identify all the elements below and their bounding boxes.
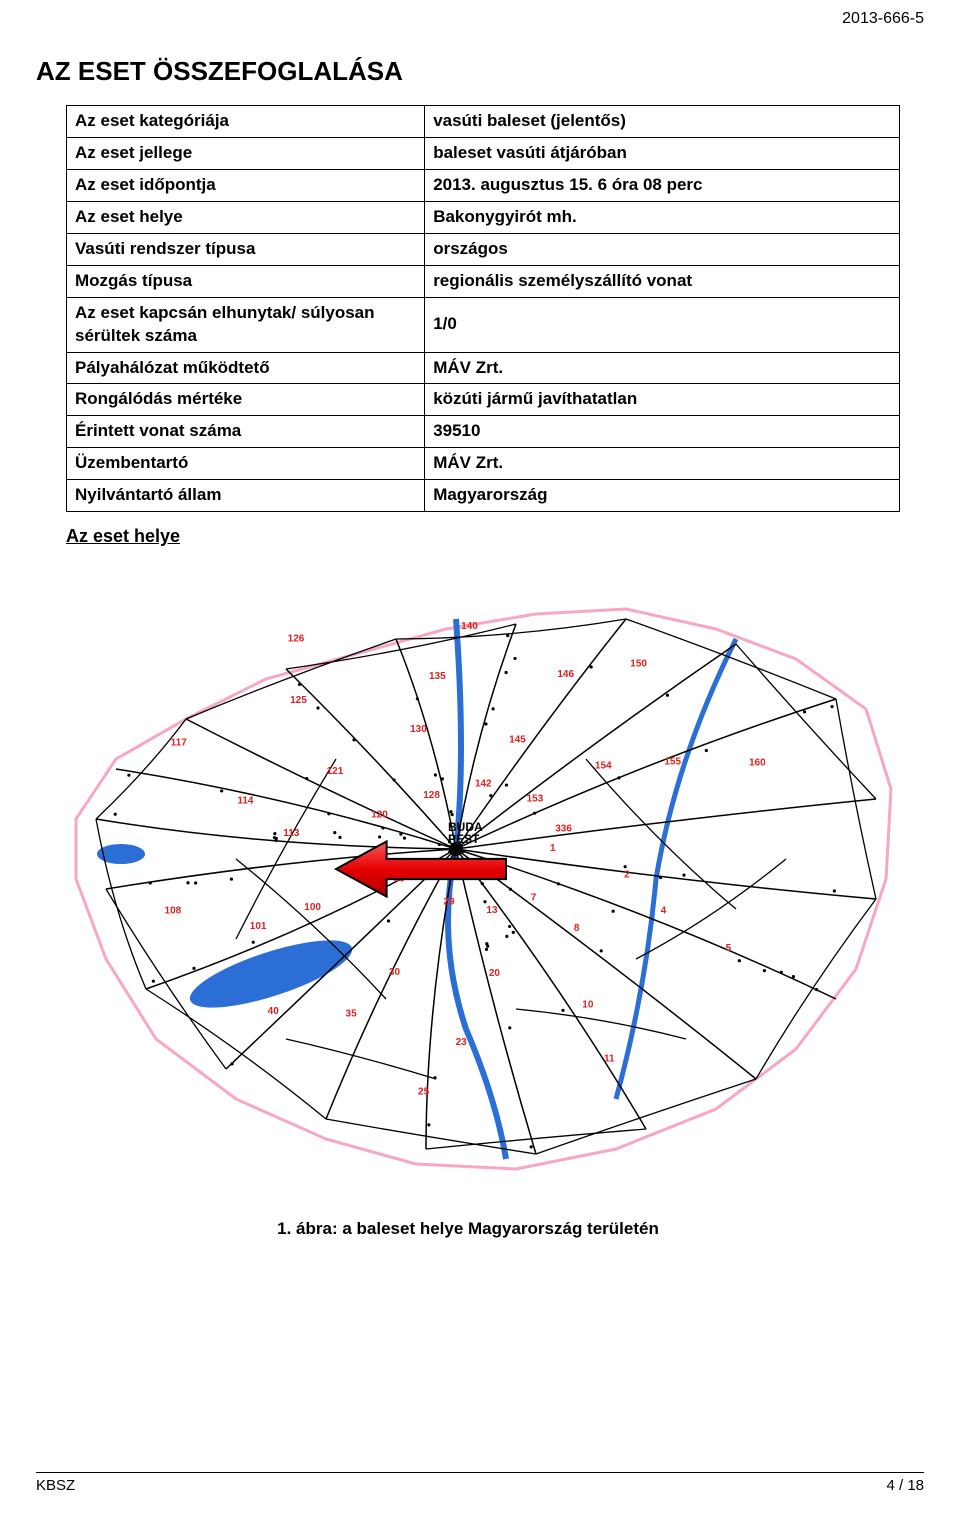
- svg-text:114: 114: [237, 796, 254, 807]
- svg-text:8: 8: [574, 923, 580, 934]
- svg-text:160: 160: [749, 758, 766, 769]
- svg-text:120: 120: [371, 810, 388, 821]
- row-value: 1/0: [425, 297, 900, 352]
- svg-text:108: 108: [165, 906, 182, 917]
- subheading-location: Az eset helye: [66, 526, 900, 547]
- table-row: Az eset időpontja2013. augusztus 15. 6 ó…: [67, 169, 900, 201]
- svg-text:146: 146: [557, 669, 574, 680]
- svg-text:7: 7: [531, 893, 537, 904]
- svg-text:145: 145: [509, 735, 526, 746]
- svg-text:121: 121: [327, 766, 344, 777]
- svg-text:142: 142: [475, 779, 492, 790]
- svg-text:153: 153: [527, 794, 544, 805]
- row-label: Üzembentartó: [67, 448, 425, 480]
- row-value: 2013. augusztus 15. 6 óra 08 perc: [425, 169, 900, 201]
- row-label: Nyilvántartó állam: [67, 480, 425, 512]
- svg-text:150: 150: [630, 659, 647, 670]
- svg-text:29: 29: [443, 897, 455, 908]
- hungary-map: BUDAPEST12457810111320232529303540801001…: [36, 559, 916, 1199]
- svg-text:2: 2: [624, 870, 630, 881]
- table-row: ÜzembentartóMÁV Zrt.: [67, 448, 900, 480]
- doc-id: 2013-666-5: [842, 10, 924, 28]
- row-label: Az eset időpontja: [67, 169, 425, 201]
- svg-text:101: 101: [250, 921, 267, 932]
- svg-text:154: 154: [595, 761, 612, 772]
- svg-text:128: 128: [423, 790, 440, 801]
- row-value: vasúti baleset (jelentős): [425, 106, 900, 138]
- svg-text:1: 1: [550, 843, 556, 854]
- footer: KBSZ 4 / 18: [36, 1472, 924, 1494]
- row-label: Az eset helye: [67, 201, 425, 233]
- svg-text:11: 11: [604, 1054, 615, 1065]
- svg-text:126: 126: [288, 634, 305, 645]
- svg-text:20: 20: [489, 968, 501, 979]
- svg-text:4: 4: [661, 906, 667, 917]
- table-row: Érintett vonat száma39510: [67, 416, 900, 448]
- svg-text:140: 140: [461, 621, 478, 632]
- svg-text:113: 113: [283, 828, 300, 839]
- footer-right: 4 / 18: [886, 1477, 924, 1494]
- table-row: Az eset kategóriájavasúti baleset (jelen…: [67, 106, 900, 138]
- svg-text:10: 10: [582, 1000, 594, 1011]
- svg-text:130: 130: [410, 724, 427, 735]
- table-row: Az eset kapcsán elhunytak/ súlyosan sérü…: [67, 297, 900, 352]
- svg-text:155: 155: [664, 757, 681, 768]
- figure-caption: 1. ábra: a baleset helye Magyarország te…: [36, 1219, 900, 1239]
- row-value: 39510: [425, 416, 900, 448]
- table-row: Rongálódás mértékeközúti jármű javíthata…: [67, 384, 900, 416]
- footer-left: KBSZ: [36, 1477, 75, 1494]
- table-row: Az eset helyeBakonygyirót mh.: [67, 201, 900, 233]
- table-row: Az eset jellegebaleset vasúti átjáróban: [67, 137, 900, 169]
- row-value: országos: [425, 233, 900, 265]
- row-label: Az eset kapcsán elhunytak/ súlyosan sérü…: [67, 297, 425, 352]
- svg-text:25: 25: [418, 1087, 430, 1098]
- page-body: AZ ESET ÖSSZEFOGLALÁSA Az eset kategóriá…: [0, 0, 960, 1239]
- row-value: Magyarország: [425, 480, 900, 512]
- summary-table: Az eset kategóriájavasúti baleset (jelen…: [66, 105, 900, 512]
- row-label: Rongálódás mértéke: [67, 384, 425, 416]
- svg-text:30: 30: [389, 967, 401, 978]
- row-value: MÁV Zrt.: [425, 448, 900, 480]
- row-value: regionális személyszállító vonat: [425, 265, 900, 297]
- svg-text:336: 336: [555, 824, 572, 835]
- svg-text:13: 13: [486, 905, 498, 916]
- row-value: MÁV Zrt.: [425, 352, 900, 384]
- row-label: Az eset kategóriája: [67, 106, 425, 138]
- row-label: Mozgás típusa: [67, 265, 425, 297]
- page-title: AZ ESET ÖSSZEFOGLALÁSA: [36, 56, 900, 87]
- svg-text:23: 23: [456, 1037, 468, 1048]
- row-value: közúti jármű javíthatatlan: [425, 384, 900, 416]
- svg-text:135: 135: [429, 671, 446, 682]
- svg-text:125: 125: [290, 695, 307, 706]
- table-row: Mozgás típusaregionális személyszállító …: [67, 265, 900, 297]
- row-value: Bakonygyirót mh.: [425, 201, 900, 233]
- table-row: Pályahálózat működtetőMÁV Zrt.: [67, 352, 900, 384]
- svg-text:35: 35: [346, 1009, 358, 1020]
- svg-text:5: 5: [726, 943, 732, 954]
- svg-text:40: 40: [268, 1006, 280, 1017]
- svg-text:100: 100: [304, 902, 321, 913]
- table-row: Nyilvántartó államMagyarország: [67, 480, 900, 512]
- row-label: Az eset jellege: [67, 137, 425, 169]
- svg-text:117: 117: [171, 738, 188, 749]
- row-value: baleset vasúti átjáróban: [425, 137, 900, 169]
- row-label: Pályahálózat működtető: [67, 352, 425, 384]
- row-label: Érintett vonat száma: [67, 416, 425, 448]
- row-label: Vasúti rendszer típusa: [67, 233, 425, 265]
- table-row: Vasúti rendszer típusaországos: [67, 233, 900, 265]
